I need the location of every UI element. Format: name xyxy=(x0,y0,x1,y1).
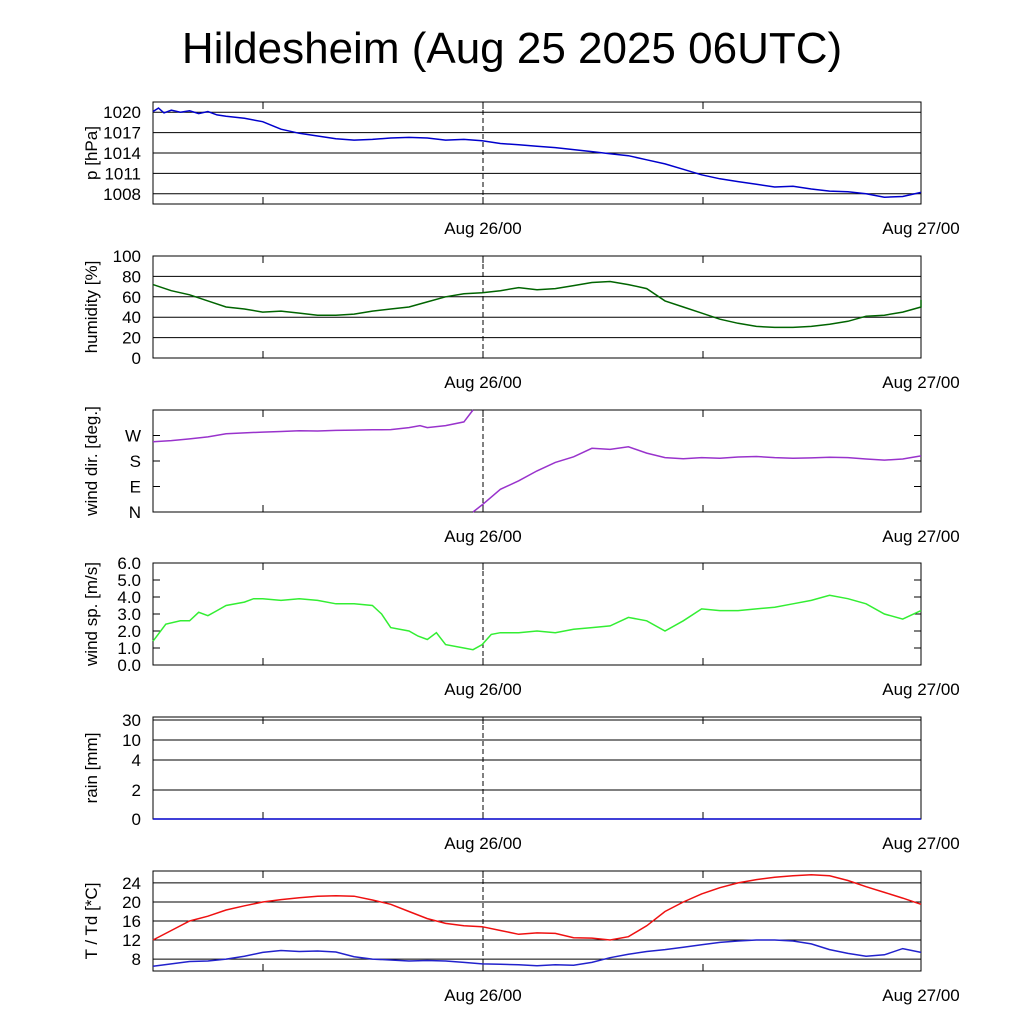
y-tick-label: 60 xyxy=(122,288,141,307)
y-tick-label: 5.0 xyxy=(117,571,141,590)
y-tick-label: 1020 xyxy=(103,103,141,122)
x-tick-label: Aug 26/00 xyxy=(444,219,522,238)
y-tick-label: 16 xyxy=(122,912,141,931)
x-tick-label: Aug 26/00 xyxy=(444,680,522,699)
y-axis-label: wind dir. [deg.] xyxy=(82,406,101,517)
y-tick-label: 1.0 xyxy=(117,639,141,658)
y-tick-label: 80 xyxy=(122,267,141,286)
x-tick-label: Aug 27/00 xyxy=(882,219,960,238)
x-tick-label: Aug 27/00 xyxy=(882,680,960,699)
y-tick-label: 4 xyxy=(132,751,141,770)
y-tick-label: 10 xyxy=(122,731,141,750)
panel-frame-wind_dir xyxy=(152,409,922,513)
x-tick-label: Aug 27/00 xyxy=(882,527,960,546)
y-tick-label: 6.0 xyxy=(117,554,141,573)
y-axis-label: p [hPa] xyxy=(82,126,101,180)
y-axis-label: rain [mm] xyxy=(82,733,101,804)
y-tick-label: 100 xyxy=(113,247,141,266)
y-tick-label: S xyxy=(130,452,141,471)
chart-title: Hildesheim (Aug 25 2025 06UTC) xyxy=(181,24,843,73)
x-tick-label: Aug 27/00 xyxy=(882,373,960,392)
x-tick-label: Aug 26/00 xyxy=(444,373,522,392)
panel-frame-rain xyxy=(152,716,922,820)
y-axis-label: T / Td [*C] xyxy=(82,883,101,960)
series-line-humidity xyxy=(152,280,922,329)
x-tick-label: Aug 26/00 xyxy=(444,834,522,853)
series-line-temperature-td xyxy=(152,939,922,967)
y-axis-label: humidity [%] xyxy=(82,261,101,354)
y-tick-label: 40 xyxy=(122,308,141,327)
series-line-wind_dir xyxy=(472,446,922,513)
y-tick-label: 24 xyxy=(122,874,141,893)
x-tick-label: Aug 27/00 xyxy=(882,834,960,853)
y-axis-label: wind sp. [m/s] xyxy=(82,562,101,667)
y-tick-label: 2.0 xyxy=(117,622,141,641)
y-tick-label: E xyxy=(130,478,141,497)
y-tick-label: 4.0 xyxy=(117,588,141,607)
y-tick-label: W xyxy=(125,427,141,446)
y-tick-label: 2 xyxy=(132,781,141,800)
panel-frame-wind_speed xyxy=(152,562,922,666)
y-tick-label: 3.0 xyxy=(117,605,141,624)
y-tick-label: 12 xyxy=(122,931,141,950)
series-line-wind_speed xyxy=(152,594,922,651)
x-tick-label: Aug 27/00 xyxy=(882,986,960,1005)
x-tick-label: Aug 26/00 xyxy=(444,527,522,546)
y-tick-label: 0 xyxy=(132,810,141,829)
y-tick-label: 30 xyxy=(122,711,141,730)
x-tick-label: Aug 26/00 xyxy=(444,986,522,1005)
panel-frame-humidity xyxy=(152,255,922,359)
y-tick-label: 1008 xyxy=(103,185,141,204)
y-tick-label: 1011 xyxy=(104,164,141,183)
y-tick-label: 8 xyxy=(132,950,141,969)
y-tick-label: 1017 xyxy=(103,124,141,143)
y-tick-label: 1014 xyxy=(103,144,141,163)
y-tick-label: 0.0 xyxy=(117,656,141,675)
y-tick-label: 0 xyxy=(132,349,141,368)
series-line-temperature-t xyxy=(152,874,922,941)
y-tick-label: 20 xyxy=(122,893,141,912)
y-tick-label: 20 xyxy=(122,329,141,348)
y-tick-label: N xyxy=(129,503,141,522)
series-line-wind_dir xyxy=(152,409,474,443)
series-line-pressure xyxy=(152,107,922,198)
